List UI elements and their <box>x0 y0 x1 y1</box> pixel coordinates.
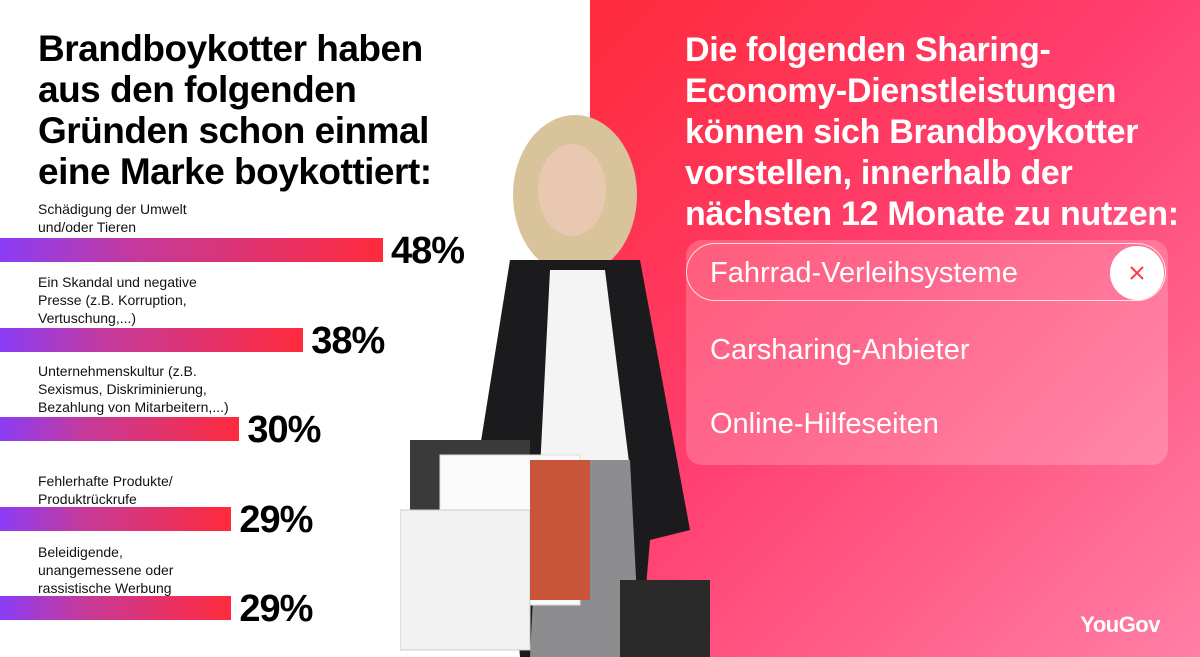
option-list <box>686 240 1168 465</box>
bar <box>0 596 232 620</box>
option[interactable]: Carsharing-Anbieter <box>710 334 970 366</box>
bar <box>0 507 232 531</box>
bar <box>0 417 240 441</box>
value-label: 38% <box>311 320 385 362</box>
right-panel <box>590 0 1200 657</box>
category-label: Beleidigende, unangemessene oder rassist… <box>38 544 174 596</box>
bar <box>0 328 304 352</box>
option[interactable]: Fahrrad-Verleihsysteme <box>710 257 1018 289</box>
value-label: 30% <box>247 409 321 451</box>
value-label: 48% <box>391 230 465 272</box>
value-label: 29% <box>239 499 313 541</box>
option[interactable]: Online-Hilfeseiten <box>710 408 939 440</box>
category-label: Schädigung der Umwelt und/oder Tieren <box>38 201 187 235</box>
panel-title: Die folgenden Sharing- Economy-Dienstlei… <box>685 31 1179 233</box>
category-label: Unternehmenskultur (z.B. Sexismus, Diskr… <box>38 363 229 415</box>
category-label: Fehlerhafte Produkte/ Produktrückrufe <box>38 473 173 507</box>
chart-title: Brandboykotter haben aus den folgenden G… <box>38 28 432 192</box>
value-label: 29% <box>239 588 313 630</box>
selected-option[interactable] <box>686 243 1166 301</box>
brand-logo: YouGov <box>1080 612 1160 637</box>
close-button[interactable] <box>1108 245 1166 301</box>
category-label: Ein Skandal und negative Presse (z.B. Ko… <box>38 274 197 326</box>
photo <box>400 115 710 657</box>
bar <box>0 238 384 262</box>
